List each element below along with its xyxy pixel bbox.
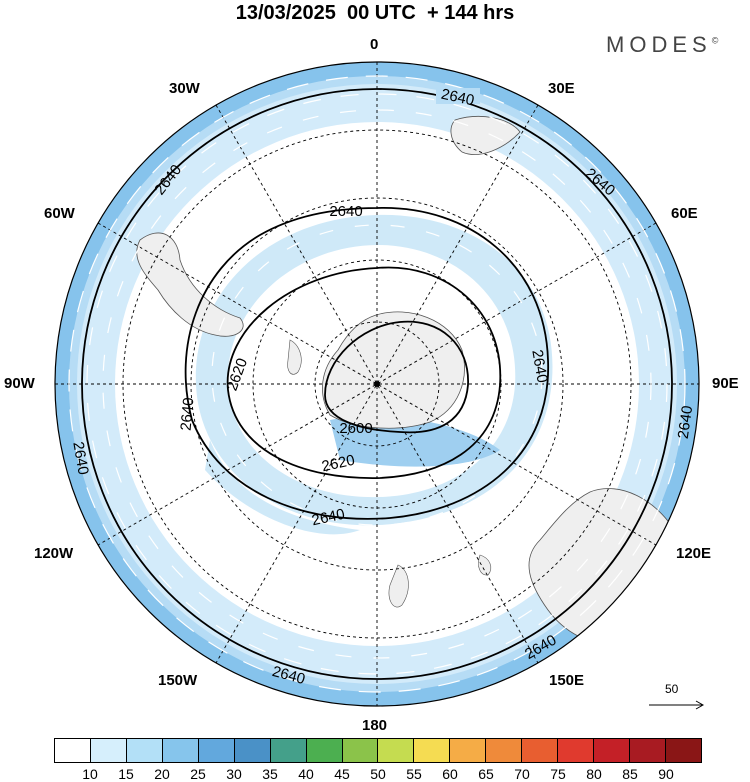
- graticule: [55, 62, 699, 706]
- colorbar-swatch: [594, 738, 630, 763]
- contour-2620: [226, 266, 502, 479]
- contour-label-inner-e: 2640: [528, 348, 551, 384]
- colorbar-swatch: [486, 738, 523, 763]
- south-pole-marker: [374, 381, 380, 387]
- colorbar-label: 30: [226, 766, 242, 782]
- contour-label-inner-n: 2640: [329, 203, 362, 220]
- lon-label-150w: 150W: [158, 672, 198, 689]
- reference-arrow-icon: [649, 700, 705, 710]
- colorbar-label: 90: [658, 766, 674, 782]
- map-border: [54, 61, 700, 707]
- contour-2640-inner: [184, 207, 549, 520]
- lon-label-90e: 90E: [712, 375, 739, 392]
- colorbar-swatch: [54, 738, 91, 763]
- colorbar-label: 85: [622, 766, 638, 782]
- wind-streak-west: [205, 440, 360, 535]
- colorbar-label: 55: [406, 766, 422, 782]
- contours: [81, 88, 673, 680]
- contour-2600: [324, 320, 469, 434]
- tasmania-land: [478, 554, 492, 576]
- colorbar-label: 45: [334, 766, 350, 782]
- colorbar-label: 60: [442, 766, 458, 782]
- colorbar-label: 15: [118, 766, 134, 782]
- map-title: 13/03/2025 00 UTC + 144 hrs: [235, 2, 515, 24]
- colorbar-label: 65: [478, 766, 494, 782]
- lon-label-30e: 30E: [548, 80, 575, 97]
- reference-vector: 50: [647, 682, 707, 712]
- lon-label-180: 180: [362, 717, 388, 734]
- colorbar-swatch: [198, 738, 235, 763]
- contour-label-n: 2640: [440, 86, 476, 110]
- contour-label-2620-s: 2620: [320, 452, 356, 476]
- brand-logo: MODES©: [606, 32, 718, 58]
- contour-label-2600: 2600: [339, 420, 372, 437]
- contour-label-inner-w: 2640: [178, 397, 198, 432]
- lon-label-0: 0: [370, 36, 379, 53]
- colorbar-swatch: [450, 738, 487, 763]
- contour-outer: [81, 88, 673, 680]
- brand-text: MODES: [606, 32, 712, 57]
- colorbar-label: 50: [370, 766, 386, 782]
- colorbar-label: 35: [262, 766, 278, 782]
- lon-label-120e: 120E: [676, 545, 712, 562]
- antarctica-land: [322, 311, 465, 429]
- reference-vector-value: 50: [665, 682, 679, 696]
- colorbar-swatch: [414, 738, 451, 763]
- colorbar-swatch: [234, 738, 271, 763]
- lon-label-120w: 120W: [34, 545, 74, 562]
- lon-label-30w: 30W: [169, 80, 200, 97]
- colorbar-label: 20: [154, 766, 170, 782]
- colorbar-label: 70: [514, 766, 530, 782]
- contour-label-inner-s: 2640: [310, 506, 346, 530]
- colorbar-swatch: [342, 738, 379, 763]
- brand-mark: ©: [711, 35, 719, 46]
- lon-label-150e: 150E: [549, 672, 585, 689]
- colorbar: [54, 738, 702, 763]
- colorbar-swatch: [630, 738, 666, 763]
- colorbar-swatch: [126, 738, 163, 763]
- colorbar-swatch: [378, 738, 415, 763]
- contour-label-e: 2640: [675, 405, 696, 440]
- colorbar-swatch: [558, 738, 595, 763]
- colorbar-swatch: [306, 738, 343, 763]
- lon-label-60w: 60W: [44, 205, 75, 222]
- label-bg: [436, 88, 480, 104]
- antarctic-peninsula: [287, 339, 302, 375]
- colorbar-swatch: [665, 738, 702, 763]
- colorbar-label: 25: [190, 766, 206, 782]
- colorbar-swatch: [270, 738, 307, 763]
- lon-label-60e: 60E: [671, 205, 698, 222]
- colorbar-label: 75: [550, 766, 566, 782]
- new-zealand-land: [388, 564, 409, 608]
- contour-label-w: 2640: [69, 440, 92, 476]
- streamlines: [68, 75, 686, 693]
- colorbar-swatch: [90, 738, 127, 763]
- colorbar-label: 80: [586, 766, 602, 782]
- lon-label-90w: 90W: [4, 375, 35, 392]
- colorbar-label: 10: [82, 766, 98, 782]
- south-america-land: [136, 232, 244, 337]
- colorbar-label: 40: [298, 766, 314, 782]
- colorbar-swatch: [522, 738, 559, 763]
- colorbar-swatch: [162, 738, 199, 763]
